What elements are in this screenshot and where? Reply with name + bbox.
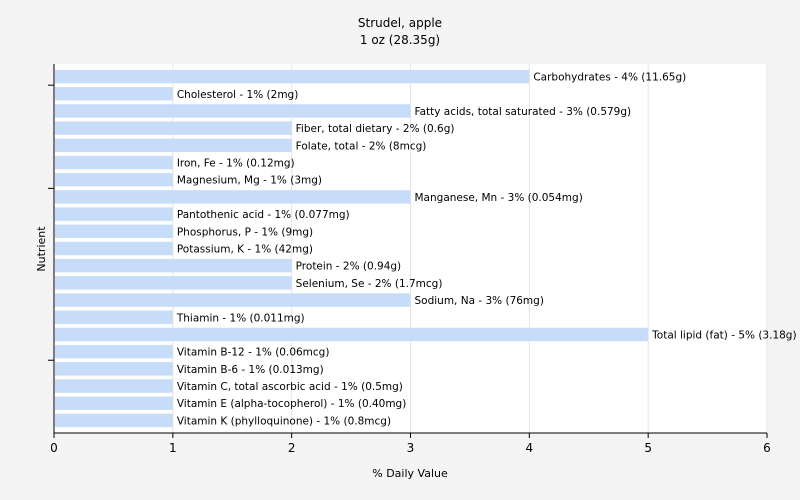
x-tick-label: 0 (50, 441, 58, 455)
chart-title: Strudel, apple (358, 16, 442, 30)
bar (55, 362, 173, 376)
bar (55, 344, 173, 359)
bar (55, 224, 173, 239)
bar (55, 293, 411, 307)
x-tick-label: 6 (763, 441, 771, 455)
bar (55, 87, 173, 101)
bar (55, 310, 173, 324)
bar-label: Total lipid (fat) - 5% (3.18g) (651, 329, 796, 341)
bar (55, 258, 292, 273)
y-axis-title: Nutrient (35, 226, 48, 272)
bar (55, 276, 292, 290)
bar (55, 190, 411, 204)
bar-label: Carbohydrates - 4% (11.65g) (533, 72, 686, 84)
x-tick-label: 4 (526, 441, 534, 455)
bar (55, 173, 173, 187)
bar-label: Iron, Fe - 1% (0.12mg) (177, 158, 295, 170)
bar-label: Selenium, Se - 2% (1.7mcg) (296, 278, 443, 290)
bar (55, 138, 292, 153)
bar-label: Phosphorus, P - 1% (9mg) (177, 226, 313, 238)
bar-label: Vitamin E (alpha-tocopherol) - 1% (0.40m… (177, 398, 406, 410)
bar (55, 396, 173, 410)
bar-label: Pantothenic acid - 1% (0.077mg) (177, 209, 350, 221)
bar (55, 413, 173, 428)
x-tick-label: 3 (407, 441, 415, 455)
bar-label: Protein - 2% (0.94g) (296, 261, 402, 273)
bar-label: Folate, total - 2% (8mcg) (296, 140, 427, 152)
bar-label: Vitamin B-12 - 1% (0.06mcg) (177, 347, 330, 359)
bar (55, 327, 649, 342)
bar-label: Magnesium, Mg - 1% (3mg) (177, 175, 322, 187)
bar (55, 104, 411, 118)
bar (55, 69, 530, 84)
bar-label: Manganese, Mn - 3% (0.054mg) (415, 192, 583, 204)
x-tick-label: 5 (644, 441, 652, 455)
bar (55, 207, 173, 221)
bar (55, 121, 292, 135)
bar-label: Vitamin K (phylloquinone) - 1% (0.8mcg) (177, 415, 391, 427)
bar-label: Sodium, Na - 3% (76mg) (415, 295, 544, 307)
bars: Carbohydrates - 4% (11.65g) Cholesterol -… (55, 69, 797, 428)
bar-label: Fiber, total dietary - 2% (0.6g) (296, 123, 455, 135)
x-tick-label: 1 (169, 441, 177, 455)
bar (55, 155, 173, 170)
bar (55, 241, 173, 256)
bar-label: Cholesterol - 1% (2mg) (177, 89, 298, 101)
bar-label: Vitamin C, total ascorbic acid - 1% (0.5… (177, 381, 403, 393)
chart-subtitle: 1 oz (28.35g) (360, 33, 440, 47)
axes: 0 1 2 3 4 5 6 (48, 64, 771, 455)
bar (55, 379, 173, 393)
bar-label: Vitamin B-6 - 1% (0.013mg) (177, 364, 324, 376)
x-axis-title: % Daily Value (372, 467, 448, 480)
bar-label: Potassium, K - 1% (42mg) (177, 244, 313, 256)
bar-label: Thiamin - 1% (0.011mg) (176, 312, 305, 324)
x-tick-label: 2 (288, 441, 296, 455)
bar-label: Fatty acids, total saturated - 3% (0.579… (415, 106, 632, 118)
